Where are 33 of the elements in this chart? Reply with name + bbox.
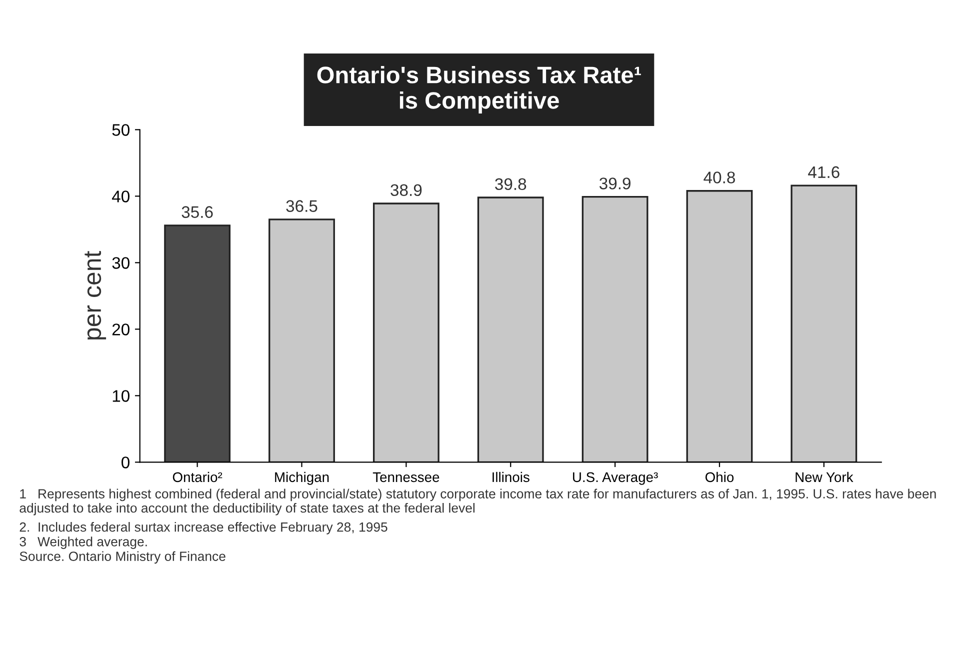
- source-note: Source. Ontario Ministry of Finance: [20, 551, 226, 564]
- x-tick-label: Tennessee: [372, 472, 440, 482]
- data-label: 39.9: [599, 178, 630, 190]
- data-label: 36.5: [286, 200, 318, 212]
- y-tick-label: 30: [112, 257, 130, 269]
- bar: [790, 184, 858, 462]
- chart-title: Ontario's Business Tax Rate¹ is Competitive: [317, 66, 641, 114]
- y-tick-label: 50: [112, 124, 130, 136]
- x-tick-label: Ontario²: [172, 472, 222, 482]
- x-tick-label: New York: [796, 472, 854, 482]
- x-tick-label: Michigan: [275, 472, 329, 485]
- y-tick-label: 40: [112, 190, 130, 202]
- y-tick-label: 20: [112, 324, 130, 336]
- bar: [268, 218, 335, 462]
- bar: [582, 196, 648, 462]
- y-tick-label: 10: [112, 390, 130, 402]
- data-label: 41.6: [808, 166, 840, 178]
- text: 2. Includes federal surtax increase effective February 28, 1995: [20, 522, 388, 534]
- text: 3 Weighted average.: [20, 536, 147, 549]
- x-tick-label: U.S. Average³: [573, 472, 658, 485]
- bar: [164, 224, 231, 462]
- x-tick-label: Ohio: [705, 472, 734, 482]
- y-tick-label: 0: [122, 456, 130, 468]
- data-label: 40.8: [704, 172, 735, 184]
- data-label: 35.6: [182, 206, 213, 218]
- bar: [372, 202, 440, 462]
- x-tick-label: Illinois: [492, 472, 530, 482]
- bar: [686, 190, 753, 462]
- data-label: 38.9: [390, 184, 422, 196]
- data-label: 39.8: [495, 178, 526, 190]
- text: 1 Represents highest combined (federal and provincial/state) statutory corporate income tax rate for manufacturers as of Jan. 1, 1995. U.S. rates have been adjusted to take into account the deductibility of state taxes at the federal level: [20, 488, 936, 516]
- bar: [477, 196, 544, 462]
- y-axis-title: per cent: [84, 250, 106, 340]
